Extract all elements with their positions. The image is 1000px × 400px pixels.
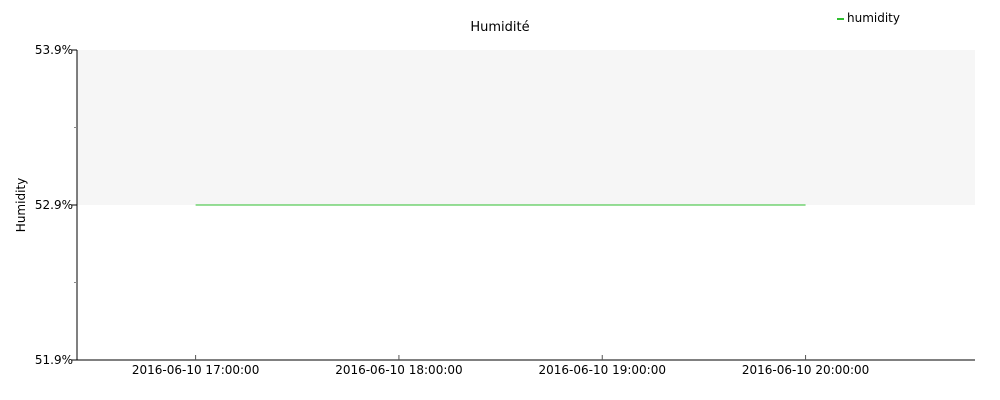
y-ticks: 53.9% 52.9% 51.9% xyxy=(35,43,77,367)
legend: humidity xyxy=(837,11,900,25)
y-axis-label: Humidity xyxy=(14,178,28,232)
y-tick-label: 51.9% xyxy=(35,353,73,367)
x-tick-label: 2016-06-10 17:00:00 xyxy=(132,363,259,377)
x-tick-label: 2016-06-10 18:00:00 xyxy=(335,363,462,377)
chart-title: Humidité xyxy=(470,20,529,35)
upper-band xyxy=(77,50,975,205)
x-tick-label: 2016-06-10 20:00:00 xyxy=(742,363,869,377)
x-ticks: 2016-06-10 17:00:00 2016-06-10 18:00:00 20… xyxy=(132,355,869,377)
y-tick-label: 53.9% xyxy=(35,43,73,57)
y-tick-label: 52.9% xyxy=(35,198,73,212)
legend-label-humidity: humidity xyxy=(847,11,900,25)
x-tick-label: 2016-06-10 19:00:00 xyxy=(539,363,666,377)
